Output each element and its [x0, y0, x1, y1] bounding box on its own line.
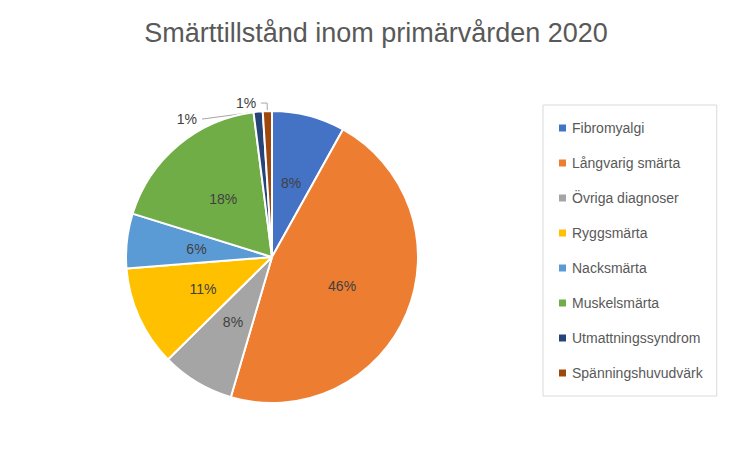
svg-text:8%: 8% — [281, 175, 301, 191]
svg-text:Utmattningssyndrom: Utmattningssyndrom — [572, 330, 700, 346]
svg-text:18%: 18% — [209, 191, 237, 207]
svg-text:1%: 1% — [236, 95, 256, 111]
svg-text:11%: 11% — [189, 281, 216, 297]
svg-text:Spänningshuvudvärk: Spänningshuvudvärk — [572, 365, 704, 381]
svg-text:46%: 46% — [328, 278, 356, 294]
svg-text:Smärttillstånd inom primärvård: Smärttillstånd inom primärvården 2020 — [144, 18, 608, 48]
svg-text:6%: 6% — [186, 241, 206, 257]
svg-text:Ryggsmärta: Ryggsmärta — [572, 225, 648, 241]
svg-text:Nacksmärta: Nacksmärta — [572, 260, 647, 276]
svg-text:8%: 8% — [223, 314, 243, 330]
svg-text:Övriga diagnoser: Övriga diagnoser — [572, 189, 679, 206]
svg-text:Långvarig smärta: Långvarig smärta — [572, 155, 680, 171]
svg-text:1%: 1% — [177, 111, 197, 127]
svg-text:Fibromyalgi: Fibromyalgi — [572, 120, 644, 136]
svg-text:Muskelsmärta: Muskelsmärta — [572, 295, 659, 311]
